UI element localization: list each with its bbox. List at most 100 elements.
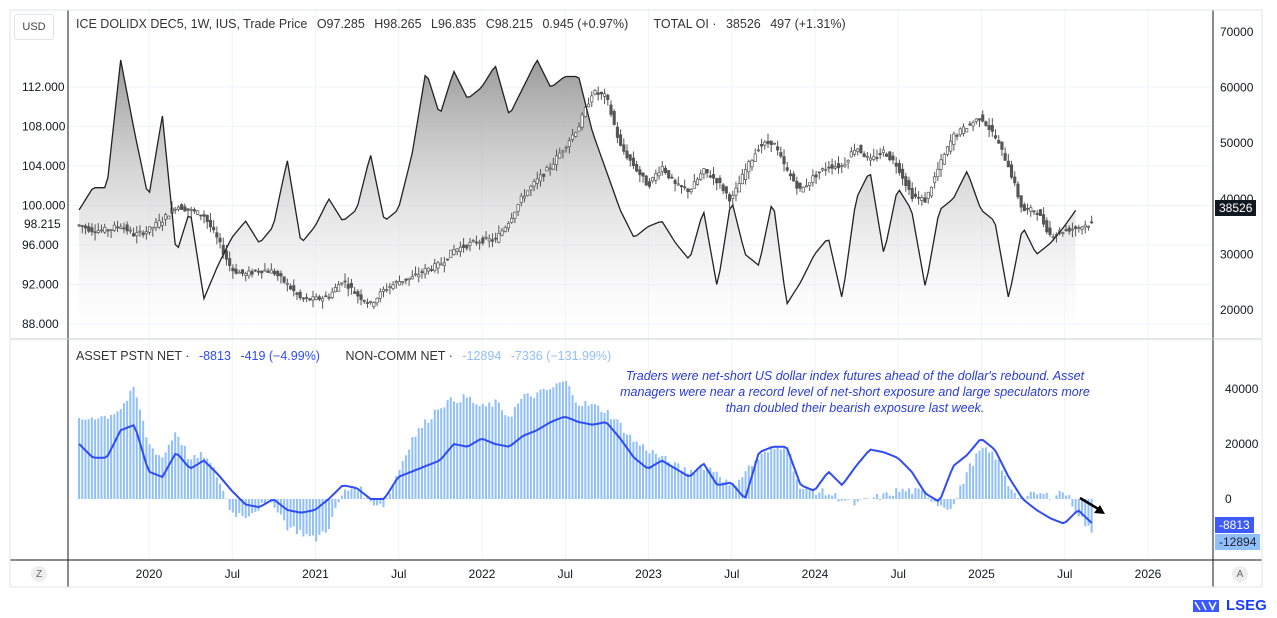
- candle-body: [740, 173, 744, 185]
- candle-body: [766, 140, 770, 144]
- noncomm-bar: [924, 491, 927, 499]
- candle-body: [237, 271, 241, 274]
- noncomm-bar: [263, 499, 266, 504]
- candle-body: [1022, 204, 1026, 212]
- candle-body: [417, 274, 421, 278]
- noncomm-bar: [991, 451, 994, 499]
- noncomm-bar: [513, 406, 516, 499]
- noncomm-bar: [132, 386, 135, 499]
- candle-body: [670, 176, 674, 179]
- noncomm-bar: [597, 405, 600, 499]
- candle-body: [446, 258, 450, 261]
- candle-body: [484, 236, 488, 239]
- candle-body: [372, 302, 376, 307]
- price-candle: [590, 91, 594, 108]
- noncomm-bar: [353, 487, 356, 499]
- noncomm-bar: [750, 465, 753, 499]
- candle-body: [852, 149, 857, 155]
- price-candle: [612, 109, 616, 126]
- noncomm-bar: [517, 403, 520, 499]
- candle-body: [455, 248, 459, 252]
- noncomm-bar: [504, 415, 507, 499]
- noncomm-bar: [430, 419, 433, 499]
- candle-body: [695, 178, 700, 185]
- noncomm-bar: [106, 418, 109, 499]
- noncomm-bar: [767, 452, 770, 499]
- price-candle: [574, 131, 578, 138]
- price-candle: [218, 233, 222, 249]
- noncomm-bar: [318, 499, 321, 535]
- candle-body: [1077, 227, 1081, 230]
- noncomm-bar: [968, 463, 971, 499]
- candle-body: [1013, 176, 1017, 184]
- candle-body: [362, 300, 366, 302]
- candle-body: [202, 214, 206, 217]
- price-candle: [558, 147, 562, 159]
- noncomm-bar: [1000, 470, 1003, 499]
- price-candle: [977, 118, 982, 128]
- price-candle: [596, 86, 600, 101]
- price-candle: [471, 238, 475, 243]
- price-candle: [750, 159, 754, 171]
- price-candle: [901, 163, 905, 186]
- candle-body: [234, 268, 238, 274]
- noncomm-bar: [324, 499, 327, 533]
- price-candle: [593, 89, 597, 96]
- price-candle: [782, 149, 786, 172]
- candle-body: [308, 298, 312, 301]
- candle-body: [836, 163, 841, 169]
- candle-body: [724, 186, 728, 194]
- price-candle: [667, 170, 671, 180]
- noncomm-bar: [222, 490, 225, 499]
- noncomm-bar: [472, 402, 475, 499]
- auto-scale-button[interactable]: A: [1232, 566, 1248, 582]
- price-candle: [1086, 225, 1091, 231]
- candle-body: [180, 204, 184, 210]
- price-candle: [856, 147, 860, 156]
- candle-body: [1051, 236, 1055, 239]
- price-candle: [702, 167, 706, 179]
- zoom-button[interactable]: Z: [31, 566, 47, 582]
- currency-button[interactable]: USD: [14, 14, 54, 40]
- price-candle: [997, 135, 1001, 144]
- candle-body: [942, 154, 946, 165]
- noncomm-bar: [853, 499, 856, 506]
- candle-body: [750, 159, 754, 168]
- price-candle: [413, 266, 418, 277]
- price-candle: [993, 129, 998, 140]
- candle-body: [910, 188, 914, 200]
- price-candle: [365, 298, 370, 308]
- price-candle: [625, 144, 629, 161]
- noncomm-bar: [334, 499, 337, 508]
- candle-body: [846, 160, 850, 163]
- noncomm-bar: [834, 493, 837, 499]
- candle-body: [87, 226, 91, 232]
- candle-body: [968, 123, 972, 126]
- price-candle: [744, 163, 748, 185]
- price-candle: [731, 190, 735, 206]
- price-candle: [885, 152, 889, 157]
- noncomm-bar: [315, 499, 318, 542]
- candle-body: [580, 114, 584, 128]
- price-candle: [1013, 171, 1017, 187]
- noncomm-bar: [465, 397, 468, 499]
- oi-line: [78, 59, 1077, 306]
- noncomm-bar: [145, 437, 148, 499]
- price-candle: [215, 226, 219, 245]
- candle-body: [410, 275, 414, 280]
- candle-body: [487, 238, 491, 242]
- candle-body: [683, 186, 687, 189]
- price-candle: [189, 206, 193, 218]
- noncomm-bar: [1010, 489, 1013, 499]
- noncomm-bar: [344, 489, 347, 499]
- noncomm-bar: [738, 479, 741, 499]
- candle-body: [711, 174, 716, 179]
- candle-body: [904, 176, 908, 187]
- noncomm-bar: [792, 471, 795, 499]
- price-candle: [87, 222, 91, 234]
- candle-body: [622, 144, 626, 152]
- noncomm-bar: [1074, 499, 1077, 513]
- price-candle: [872, 148, 876, 162]
- price-candle: [1074, 225, 1078, 237]
